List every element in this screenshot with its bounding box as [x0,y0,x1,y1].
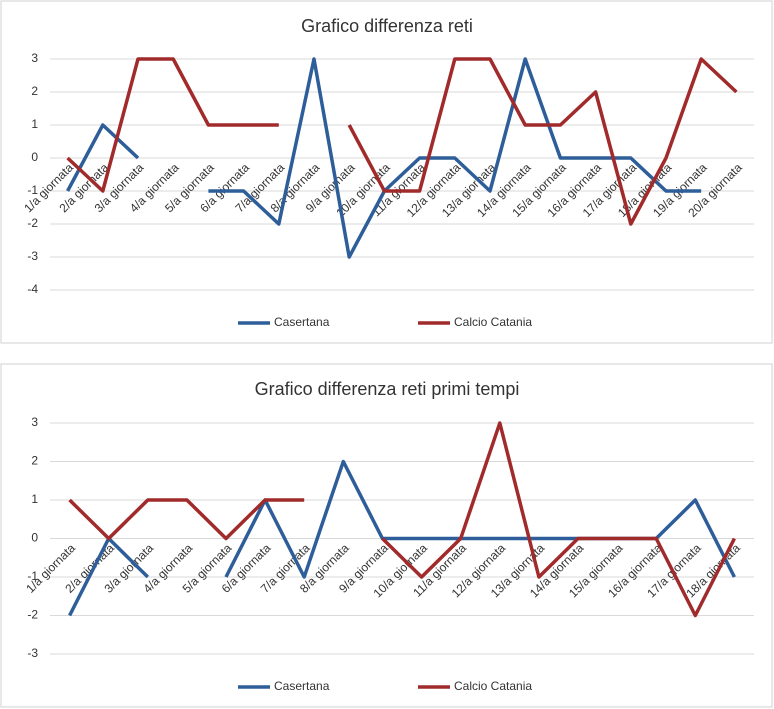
y-tick-label: 3 [31,51,38,65]
y-tick-label: -1 [27,569,38,583]
chart-title: Grafico differenza reti [301,16,473,36]
chart: Grafico differenza reti primi tempi -3 -2 -… [0,363,773,708]
legend-label: Casertana [274,679,330,693]
y-tick-label: 3 [31,415,38,429]
chart-title: Grafico differenza reti primi tempi [255,379,520,399]
legend-label: Calcio Catania [454,315,532,329]
y-tick-label: -2 [27,608,38,622]
chart-frame [0,363,773,708]
series-line [68,421,736,618]
legend-label: Casertana [274,315,330,329]
y-tick-label: 0 [31,150,38,164]
y-tick-label: 0 [31,531,38,545]
y-tick-label: 1 [31,492,38,506]
y-tick-label: -1 [27,183,38,197]
y-tick-label: -3 [27,646,38,660]
y-tick-label: 2 [31,454,38,468]
legend-label: Calcio Catania [454,679,532,693]
y-tick-label: 2 [31,84,38,98]
y-tick-label: -2 [27,216,38,230]
y-tick-label: 1 [31,117,38,131]
series-line [66,57,738,226]
y-tick-label: -4 [27,282,38,296]
y-tick-label: -3 [27,249,38,263]
